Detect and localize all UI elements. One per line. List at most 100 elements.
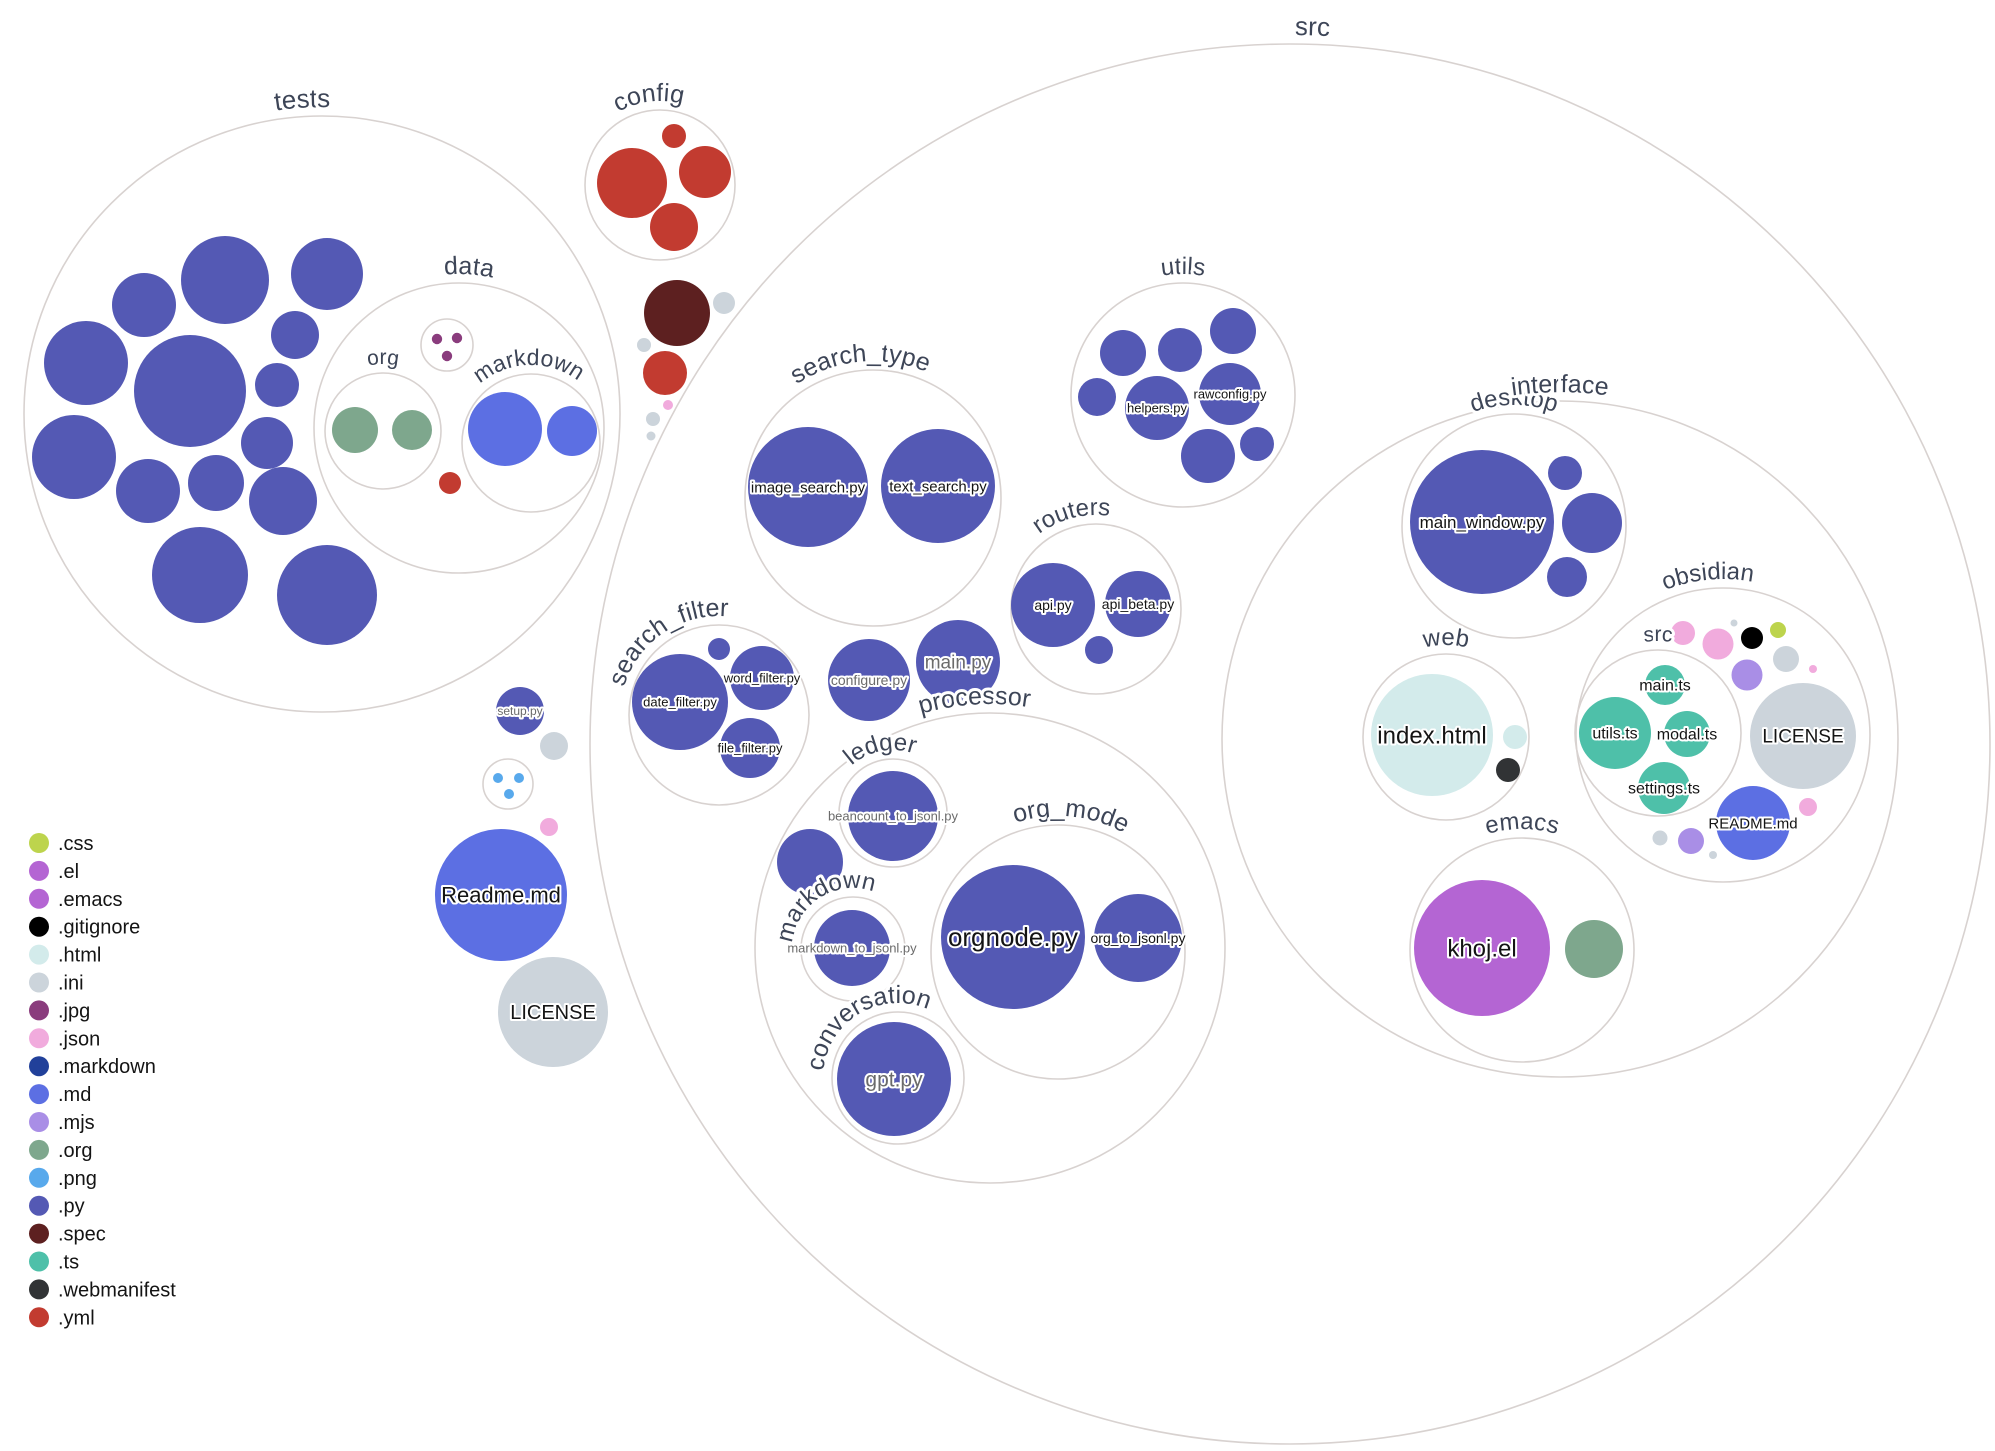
file-label-main_window.py: main_window.py bbox=[1420, 513, 1545, 532]
file-circle-json bbox=[1702, 628, 1734, 660]
legend-label-gitignore: .gitignore bbox=[58, 917, 140, 939]
file-label-org_to_jsonl.py: org_to_jsonl.py bbox=[1091, 930, 1186, 946]
file-label-word_filter.py: word_filter.py bbox=[723, 671, 801, 686]
file-circle-org bbox=[392, 410, 432, 450]
file-circle-Readme.md bbox=[435, 829, 567, 961]
file-circle-py bbox=[181, 236, 269, 324]
file-circle-py bbox=[44, 321, 128, 405]
legend-swatch-html-icon bbox=[29, 944, 49, 965]
file-circle-yml bbox=[643, 351, 687, 395]
file-label-configure.py: configure.py bbox=[831, 672, 907, 688]
legend-label-yml: .yml bbox=[58, 1307, 95, 1329]
file-label-main.py: main.py bbox=[925, 653, 992, 674]
file-circle-LICENSE bbox=[498, 957, 608, 1067]
file-circle-main.ts bbox=[1645, 665, 1685, 705]
file-circle-khoj.el bbox=[1414, 880, 1550, 1016]
legend-label-spec: .spec bbox=[58, 1224, 106, 1246]
folder-label-desktop: desktop bbox=[1467, 384, 1562, 418]
file-circle-jpg bbox=[441, 350, 453, 362]
legend-swatch-css-icon bbox=[29, 833, 49, 853]
legend-label-el: .el bbox=[58, 861, 79, 883]
legend-label-json: .json bbox=[58, 1028, 100, 1050]
folder-label-org: org bbox=[365, 346, 400, 370]
file-circle-py bbox=[1181, 429, 1235, 483]
file-circle-py bbox=[134, 335, 246, 447]
folder-label-src: src bbox=[1642, 623, 1673, 647]
file-circle-file_filter.py bbox=[720, 718, 780, 778]
file-label-utils.ts: utils.ts bbox=[1592, 726, 1637, 743]
file-circle-LICENSE bbox=[1750, 683, 1856, 789]
folder-circle-ledger bbox=[838, 758, 948, 868]
legend: .css .el .emacs .gitignore .html .ini .jpg .jso… bbox=[29, 833, 176, 1329]
file-circle-py bbox=[116, 459, 180, 523]
legend-swatch-webmanifest-icon bbox=[29, 1279, 49, 1300]
file-circle-rawconfig.py bbox=[1199, 363, 1261, 425]
file-circle-py bbox=[1210, 308, 1256, 354]
folder-circle-data bbox=[313, 282, 605, 574]
folder-label-interface: interface bbox=[1509, 370, 1610, 401]
file-label-README.md: README.md bbox=[1708, 815, 1797, 832]
folder-circle-org bbox=[324, 372, 442, 490]
legend-label-mjs: .mjs bbox=[58, 1112, 95, 1134]
legend-label-ts: .ts bbox=[58, 1252, 79, 1274]
file-circle-png bbox=[1649, 629, 1663, 643]
file-circle-ini bbox=[637, 338, 651, 352]
folder-circle-conversation bbox=[831, 1011, 965, 1145]
file-label-LICENSE: LICENSE bbox=[1762, 727, 1843, 748]
legend-label-html: .html bbox=[58, 945, 101, 967]
file-circle-ini bbox=[646, 431, 656, 441]
file-circle-py bbox=[1547, 557, 1587, 597]
file-circle-py bbox=[32, 415, 116, 499]
legend-label-md: .md bbox=[58, 1084, 91, 1106]
legend-label-webmanifest: .webmanifest bbox=[58, 1279, 176, 1301]
folder-label-processor: processor bbox=[915, 682, 1032, 720]
folder-circle-search_filter bbox=[628, 624, 810, 806]
legend-swatch-emacs-icon bbox=[29, 888, 49, 909]
file-label-text_search.py: text_search.py bbox=[889, 478, 987, 495]
file-circle-orgnode.py bbox=[941, 865, 1085, 1009]
file-circle-yml bbox=[597, 148, 667, 218]
file-circle-gpt.py bbox=[837, 1022, 951, 1136]
file-circle-index.html bbox=[1371, 674, 1493, 796]
file-circle-py bbox=[1240, 427, 1274, 461]
file-circle-jpg bbox=[451, 332, 463, 344]
legend-label-jpg: .jpg bbox=[58, 1000, 90, 1022]
folder-label-obsidian: obsidian bbox=[1658, 558, 1756, 596]
file-circle-date_filter.py bbox=[632, 654, 728, 750]
file-circle-configure.py bbox=[828, 639, 910, 721]
file-circle-json bbox=[540, 818, 558, 836]
folder-circle-src bbox=[589, 43, 1991, 1445]
folder-circle-markdown bbox=[461, 373, 601, 513]
file-circle-ini bbox=[1730, 619, 1738, 627]
legend-swatch-ts-icon bbox=[29, 1251, 49, 1272]
file-label-helpers.py: helpers.py bbox=[1127, 401, 1187, 416]
legend-swatch-py-icon bbox=[29, 1195, 49, 1216]
file-circle-ini bbox=[1773, 646, 1799, 672]
file-circle-ini bbox=[713, 292, 735, 314]
file-circle-py bbox=[1562, 493, 1622, 553]
file-label-api_beta.py: api_beta.py bbox=[1102, 596, 1174, 612]
file-circle-css bbox=[1770, 622, 1786, 638]
folder-circle-obsidian bbox=[1575, 587, 1871, 883]
file-circle-ini bbox=[540, 732, 568, 760]
legend-swatch-yml-icon bbox=[29, 1307, 49, 1328]
file-label-api.py: api.py bbox=[1034, 597, 1071, 613]
file-circle-ini bbox=[1652, 830, 1668, 846]
folder-circle-emacs bbox=[1409, 837, 1635, 1063]
folder-label-ledger: ledger bbox=[838, 729, 920, 770]
file-label-index.html: index.html bbox=[1377, 722, 1486, 749]
file-label-date_filter.py: date_filter.py bbox=[643, 695, 717, 710]
legend-label-org: .org bbox=[58, 1140, 92, 1162]
legend-label-css: .css bbox=[58, 833, 94, 855]
file-label-khoj.el: khoj.el bbox=[1447, 935, 1516, 962]
file-circle-webmanifest bbox=[1496, 758, 1520, 782]
folder-circle-desktop bbox=[1401, 413, 1627, 639]
file-circle-py bbox=[1085, 636, 1113, 664]
file-circle-ini bbox=[1709, 851, 1717, 859]
legend-swatch-markdown-icon bbox=[29, 1056, 49, 1077]
file-label-file_filter.py: file_filter.py bbox=[717, 741, 783, 756]
file-circle-py bbox=[249, 467, 317, 535]
folder-label-emacs: emacs bbox=[1482, 808, 1562, 840]
file-circle-spec bbox=[644, 280, 710, 346]
